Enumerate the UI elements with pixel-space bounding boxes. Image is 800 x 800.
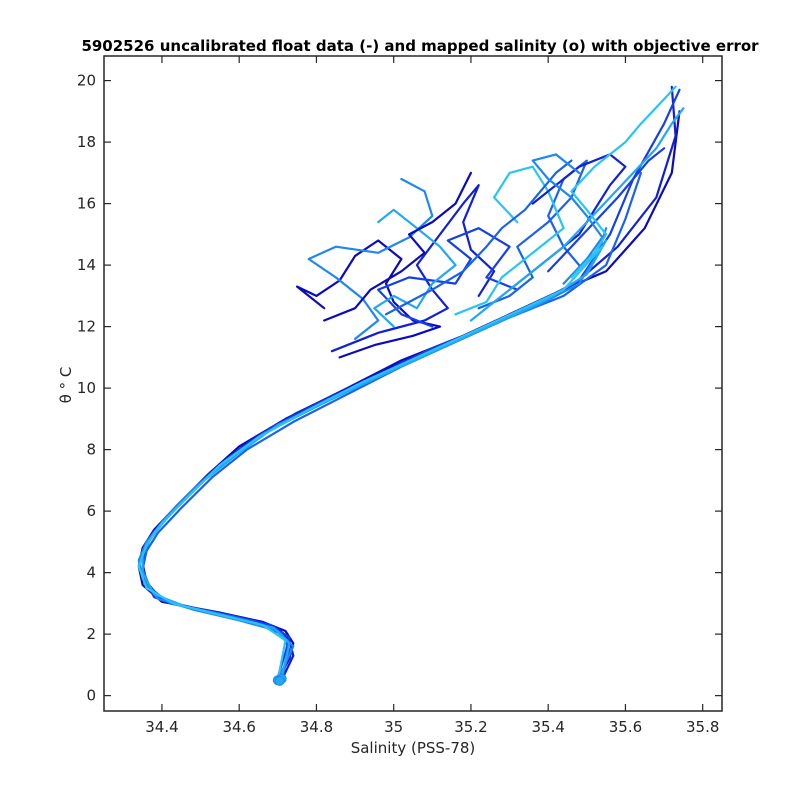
y-tick-label: 20 xyxy=(77,72,96,90)
x-tick-label: 35.6 xyxy=(609,718,642,736)
x-tick-label: 35.2 xyxy=(454,718,487,736)
y-tick-label: 18 xyxy=(77,133,96,151)
series-layer xyxy=(137,85,685,682)
series-line-12 xyxy=(307,177,434,340)
plot-area xyxy=(104,56,722,711)
series-line-7 xyxy=(137,245,604,682)
x-tick-label: 34.6 xyxy=(222,718,255,736)
series-line-14 xyxy=(454,165,565,316)
chart-title: 5902526 uncalibrated float data (-) and … xyxy=(81,37,759,55)
y-tick-label: 4 xyxy=(86,564,96,582)
y-axis-ticks: 0 2 4 6 8 10 12 14 16 18 20 xyxy=(77,72,722,705)
series-line-9 xyxy=(330,184,496,353)
y-tick-label: 2 xyxy=(86,625,96,643)
y-tick-label: 6 xyxy=(86,502,96,520)
y-tick-label: 12 xyxy=(77,318,96,336)
y-tick-label: 0 xyxy=(86,687,96,705)
series-line-10 xyxy=(377,227,519,328)
y-tick-label: 14 xyxy=(77,256,96,274)
x-tick-label: 34.4 xyxy=(145,718,178,736)
x-tick-label: 34.8 xyxy=(300,718,333,736)
y-axis-label: θ ° C xyxy=(57,367,75,404)
mapped-salinity-point xyxy=(274,675,285,686)
series-line-21 xyxy=(570,85,677,279)
plot-frame xyxy=(103,55,723,712)
series-line-15 xyxy=(323,171,472,322)
x-tick-label: 35.4 xyxy=(531,718,564,736)
y-tick-label: 16 xyxy=(77,195,96,213)
y-tick-label: 10 xyxy=(77,379,96,397)
x-tick-label: 35.8 xyxy=(686,718,719,736)
series-line-18 xyxy=(384,159,573,316)
points-layer xyxy=(272,673,287,686)
series-line-13 xyxy=(373,208,457,328)
x-tick-label: 35 xyxy=(384,718,403,736)
series-line-8 xyxy=(296,239,442,359)
series-line-19 xyxy=(531,153,604,285)
series-line-20 xyxy=(469,107,685,322)
x-axis-ticks: 34.4 34.6 34.8 35 35.2 35.4 35.6 35.8 xyxy=(145,56,719,736)
x-axis-label: Salinity (PSS-78) xyxy=(351,739,476,757)
series-line-17 xyxy=(547,147,666,273)
y-tick-label: 8 xyxy=(86,441,96,459)
